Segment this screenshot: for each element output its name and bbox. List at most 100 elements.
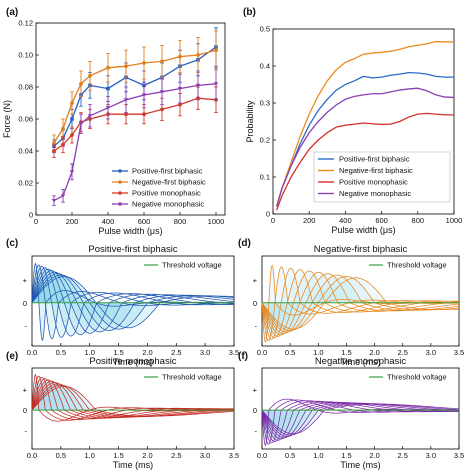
legend-label: Positive monophasic	[339, 178, 408, 187]
legend-marker	[118, 169, 122, 173]
data-point	[178, 102, 182, 107]
series-line-2	[276, 112, 454, 211]
waveform-curve	[261, 277, 459, 330]
data-point	[213, 82, 219, 86]
x-tick-label: 2.5	[397, 451, 407, 460]
phase-fill	[32, 385, 90, 411]
waveform-curve	[31, 271, 235, 333]
x-tick-label: 1.0	[84, 451, 94, 460]
data-point	[51, 199, 57, 203]
x-tick-label: 0.0	[257, 451, 267, 460]
series-line	[53, 49, 217, 144]
phase-fill	[262, 277, 387, 330]
x-tick-label: 2.0	[142, 451, 152, 460]
legend-label: Positive-first biphasic	[339, 155, 410, 164]
waveform-curve	[31, 276, 234, 329]
legend-label: Negative-first biphasic	[132, 178, 206, 187]
phase-fill	[262, 275, 363, 332]
x-tick-label: 3.0	[200, 348, 210, 357]
legend-label: Negative monophasic	[132, 200, 204, 209]
legend-marker	[118, 180, 122, 184]
panel-label: (f)	[238, 351, 248, 362]
panel-label: (d)	[238, 238, 251, 249]
data-point	[69, 170, 75, 174]
x-axis-label: Pulse width (μs)	[98, 226, 162, 236]
data-point	[160, 107, 164, 112]
x-tick-label: 1.5	[341, 348, 351, 357]
phase-fill	[262, 272, 338, 335]
panel-f: (f) Negative monophasic 0.0 0.5 1.0 1.5 2.0 2.5…	[238, 351, 464, 470]
data-point	[124, 112, 128, 117]
x-tick-label: 1000	[208, 217, 225, 226]
y-tick-label: 0	[253, 299, 257, 308]
data-point	[61, 126, 65, 131]
panel-label: (b)	[243, 7, 256, 18]
y-tick-label: +	[23, 386, 28, 395]
phase-fill	[262, 270, 325, 337]
x-tick-label: 400	[339, 216, 352, 225]
data-point	[123, 98, 129, 102]
y-tick-label: +	[253, 386, 258, 395]
phase-fill	[32, 276, 161, 328]
series-0	[52, 27, 218, 154]
x-tick-label: 2.5	[171, 451, 181, 460]
panel-a: (a) 0 200 400 600 800 1000 0 0.02 0.04 0.06 0.08 0.1…	[2, 7, 226, 236]
y-tick-label: 0	[266, 210, 270, 219]
x-axis-label: Time (ms)	[113, 460, 153, 470]
panel-d: (d) Negative-first biphasic 0.0 0.5 1.0 1.5 2.…	[238, 238, 464, 367]
waveform-curve	[31, 274, 235, 330]
phase-fill	[32, 383, 84, 411]
x-axis-label: Pulse width (μs)	[331, 225, 395, 235]
waveform-curve	[31, 270, 234, 334]
y-tick-label: -	[255, 322, 258, 331]
y-tick-label: 0.4	[260, 62, 270, 71]
legend-label: Negative-first biphasic	[339, 166, 413, 175]
y-tick-label: 0.10	[18, 51, 33, 60]
data-point	[142, 112, 146, 117]
x-tick-label: 0	[271, 216, 275, 225]
waveform-curve	[261, 403, 460, 436]
waveform-group	[261, 264, 460, 344]
y-tick-label: +	[253, 276, 258, 285]
panel-title: Negative-first biphasic	[314, 244, 408, 255]
y-tick-label: 0.06	[18, 115, 33, 124]
series-line-3	[275, 87, 455, 207]
x-axis-label: Time (ms)	[340, 460, 380, 470]
data-point	[195, 83, 201, 88]
waveform-curve	[261, 273, 460, 334]
x-tick-label: 2.0	[369, 348, 379, 357]
y-tick-label: 0	[23, 406, 27, 415]
x-tick-label: 3.0	[200, 451, 210, 460]
waveform-curve	[31, 386, 235, 417]
x-tick-label: 0.0	[257, 348, 267, 357]
y-tick-label: 0.02	[18, 179, 33, 188]
x-tick-label: 400	[102, 217, 115, 226]
legend-label: Positive monophasic	[132, 189, 201, 198]
y-tick-label: -	[25, 427, 28, 436]
x-tick-label: 1.5	[113, 451, 123, 460]
x-tick-label: 2.0	[142, 348, 152, 357]
panel-label: (a)	[6, 7, 18, 18]
y-tick-label: 0	[23, 299, 27, 308]
y-tick-label: 0.12	[18, 19, 33, 28]
x-tick-label: 0	[34, 217, 38, 226]
x-tick-label: 3.5	[454, 451, 464, 460]
data-point	[214, 48, 218, 53]
waveform-curve	[31, 379, 234, 419]
legend-box	[313, 151, 451, 203]
phase-fill	[262, 410, 319, 436]
data-point	[141, 93, 147, 98]
series-line-0	[275, 72, 454, 207]
x-tick-label: 1.0	[313, 348, 323, 357]
y-tick-label: 0.2	[260, 136, 270, 145]
data-point	[70, 117, 74, 121]
panel-title: Negative monophasic	[315, 356, 407, 367]
data-point	[78, 122, 84, 126]
panel-e: (e) Positive monophasic 0.0 0.5 1.0 1.5 2.0 2.5…	[6, 351, 239, 470]
data-point	[142, 61, 146, 65]
y-tick-label: -	[25, 322, 28, 331]
data-point	[178, 54, 182, 59]
x-tick-label: 1.5	[341, 451, 351, 460]
x-tick-label: 0.0	[27, 348, 37, 357]
y-axis-label: Probability	[245, 100, 255, 143]
